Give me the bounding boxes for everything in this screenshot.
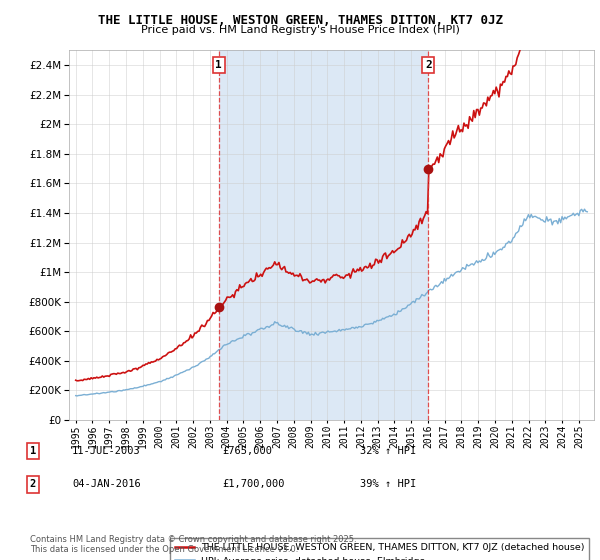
Bar xyxy=(219,50,428,420)
Text: 1: 1 xyxy=(215,60,222,70)
Text: £1,700,000: £1,700,000 xyxy=(222,479,284,489)
Text: 11-JUL-2003: 11-JUL-2003 xyxy=(72,446,141,456)
Text: 04-JAN-2016: 04-JAN-2016 xyxy=(72,479,141,489)
Legend: THE LITTLE HOUSE, WESTON GREEN, THAMES DITTON, KT7 0JZ (detached house), HPI: Av: THE LITTLE HOUSE, WESTON GREEN, THAMES D… xyxy=(170,538,589,560)
Text: 39% ↑ HPI: 39% ↑ HPI xyxy=(360,479,416,489)
Text: £765,000: £765,000 xyxy=(222,446,272,456)
Text: 32% ↑ HPI: 32% ↑ HPI xyxy=(360,446,416,456)
Text: 2: 2 xyxy=(30,479,36,489)
Text: Price paid vs. HM Land Registry's House Price Index (HPI): Price paid vs. HM Land Registry's House … xyxy=(140,25,460,35)
Text: THE LITTLE HOUSE, WESTON GREEN, THAMES DITTON, KT7 0JZ: THE LITTLE HOUSE, WESTON GREEN, THAMES D… xyxy=(97,14,503,27)
Text: 1: 1 xyxy=(30,446,36,456)
Text: 2: 2 xyxy=(425,60,431,70)
Text: Contains HM Land Registry data © Crown copyright and database right 2025.
This d: Contains HM Land Registry data © Crown c… xyxy=(30,535,356,554)
